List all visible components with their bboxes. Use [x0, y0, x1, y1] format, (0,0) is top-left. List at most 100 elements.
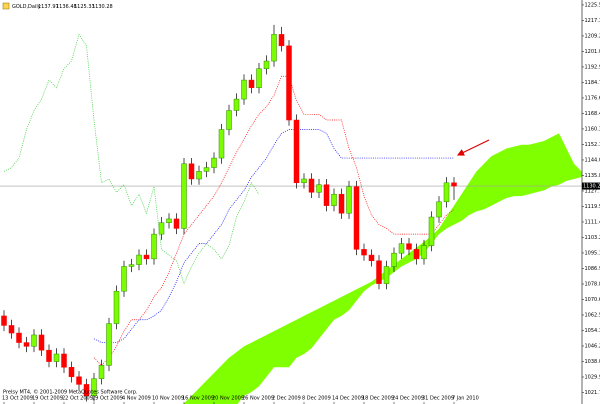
candle-body — [121, 266, 127, 292]
x-tick-label: 24 Dec 2009 — [392, 396, 424, 402]
candle-body — [143, 254, 150, 260]
candle-body — [406, 243, 412, 250]
y-tick-label: 1086.95 — [585, 266, 600, 272]
candle-body — [76, 376, 82, 385]
ohlc-low: 1125.33 — [74, 4, 95, 10]
y-tick-label: 1046.20 — [585, 343, 600, 349]
candle-body — [391, 252, 397, 267]
y-tick-label: 1217.35 — [585, 18, 600, 24]
x-tick-label: 7 Jan 2010 — [452, 396, 479, 402]
candle-body — [218, 129, 225, 159]
current-price-box — [582, 182, 600, 190]
y-tick-label: 1119.55 — [585, 204, 600, 210]
y-tick-label: 1038.05 — [585, 359, 600, 365]
y-tick-label: 1054.35 — [585, 328, 600, 334]
x-tick-label: 26 Nov 2009 — [242, 396, 274, 402]
x-tick-label: 14 Dec 2009 — [332, 396, 364, 402]
candle-body — [451, 182, 457, 187]
y-tick-label: 1070.65 — [585, 297, 600, 303]
candle-body — [38, 334, 45, 351]
candle-body — [181, 163, 187, 229]
candle-body — [16, 332, 22, 343]
x-tick-label: 10 Nov 2009 — [152, 396, 184, 402]
x-tick-label: 8 Dec 2009 — [302, 396, 331, 402]
candle-body — [413, 249, 420, 260]
ohlc-open: 1137.97 — [38, 4, 59, 10]
x-tick-label: 22 Oct 2009 — [62, 396, 93, 402]
candle-body — [263, 60, 270, 69]
candle-body — [91, 378, 97, 397]
indicator-line — [3, 33, 260, 285]
candle-body — [188, 163, 195, 180]
y-tick-label: 1144.00 — [585, 157, 600, 163]
candle-body — [346, 186, 352, 214]
candle-body — [23, 342, 30, 347]
x-tick-label: 4 Nov 2009 — [122, 396, 151, 402]
y-tick-label: 1095.10 — [585, 250, 600, 256]
x-tick-label: 31 Dec 2009 — [422, 396, 454, 402]
candle-body — [368, 254, 375, 262]
y-tick-label: 1160.30 — [585, 126, 600, 132]
current-price-label: 1130.28 — [583, 184, 600, 190]
candle-body — [241, 79, 247, 100]
x-tick-label: 29 Oct 2009 — [92, 396, 123, 402]
candle-body — [203, 167, 210, 172]
candle-body — [1, 315, 7, 326]
candle-body — [443, 182, 450, 203]
candle-body — [83, 384, 90, 397]
candle-body — [383, 266, 390, 284]
candle-body — [293, 119, 300, 184]
chart-title: GOLD,Daily — [12, 4, 41, 10]
ichimoku-cloud — [183, 133, 582, 404]
y-tick-label: 1127.70 — [585, 188, 600, 194]
y-tick-label: 1152.15 — [585, 142, 600, 148]
x-tick-label: 19 Oct 2009 — [32, 396, 63, 402]
candle-body — [233, 98, 240, 111]
candle-body — [158, 222, 165, 235]
y-tick-label: 1184.75 — [585, 80, 600, 86]
x-tick-label: 20 Nov 2009 — [212, 396, 244, 402]
symbol-icon — [2, 2, 10, 10]
candle-body — [361, 249, 367, 256]
annotation-arrow — [456, 139, 490, 156]
candle-body — [226, 110, 232, 130]
candle-body — [46, 349, 52, 362]
x-tick-label: 18 Dec 2009 — [362, 396, 394, 402]
candle-body — [106, 323, 112, 366]
candle-body — [151, 233, 157, 260]
candle-body — [166, 218, 172, 223]
candle-body — [436, 201, 442, 218]
y-tick-label: 1209.20 — [585, 33, 600, 39]
candle-body — [308, 178, 315, 193]
candle-body — [323, 184, 330, 206]
candle-body — [338, 193, 345, 214]
candle-body — [211, 157, 217, 168]
y-tick-label: 1078.80 — [585, 281, 600, 287]
y-tick-label: 1021.75 — [585, 390, 600, 396]
candle-body — [8, 325, 15, 334]
candle-body — [256, 68, 262, 88]
x-tick-label: 2 Dec 2009 — [272, 396, 301, 402]
candle-body — [301, 178, 307, 184]
candle-body — [331, 193, 337, 206]
candle-body — [353, 186, 360, 250]
candle-body — [398, 243, 405, 254]
y-tick-label: 1103.25 — [585, 235, 600, 241]
footer-copyright: Prelsy MT4, © 2001-2009 MetaQuotes Softw… — [3, 389, 138, 396]
y-tick-label: 1029.90 — [585, 374, 600, 380]
candle-body — [31, 334, 37, 347]
candle-body — [196, 171, 202, 180]
candle-body — [136, 254, 142, 265]
y-tick-label: 1135.85 — [585, 173, 600, 179]
x-tick-label: 13 Oct 2009 — [2, 396, 33, 402]
candle-body — [173, 218, 180, 229]
candle-body — [428, 216, 435, 246]
candle-body — [278, 34, 285, 47]
y-tick-label: 1192.90 — [585, 64, 600, 70]
candle-body — [421, 245, 427, 260]
candle-body — [271, 34, 277, 62]
candle-body — [68, 367, 75, 378]
